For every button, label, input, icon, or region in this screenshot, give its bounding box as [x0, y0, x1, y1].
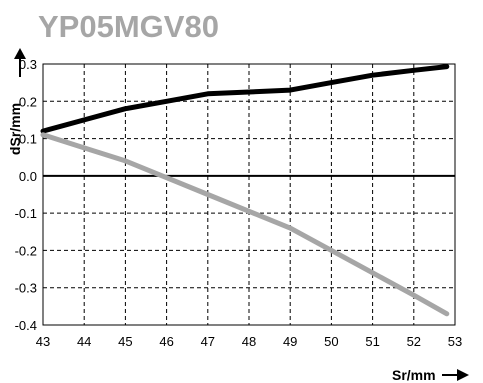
x-tick-label: 50: [324, 334, 338, 349]
x-tick-label: 44: [77, 334, 91, 349]
x-tick-label: 51: [365, 334, 379, 349]
series-line-2: [40, 132, 450, 317]
y-tick-label: 0.0: [19, 169, 37, 184]
x-tick-label: 52: [407, 334, 421, 349]
x-tick-label: 47: [201, 334, 215, 349]
x-tick-label: 53: [448, 334, 462, 349]
chart-title: YP05MGV80: [38, 9, 219, 44]
y-tick-label: 0.2: [19, 94, 37, 109]
y-tick-label: -0.2: [15, 243, 37, 258]
y-tick-label: 0.3: [19, 57, 37, 72]
x-tick-label: 48: [242, 334, 256, 349]
x-axis-label: Sr/mm: [392, 367, 436, 383]
y-tick-labels: 0.3 0.2 0.1 0.0 -0.1 -0.2 -0.3 -0.4: [15, 57, 37, 333]
y-tick-label: -0.1: [15, 206, 37, 221]
plot-frame: [42, 63, 456, 326]
series-line-1: [40, 64, 450, 134]
y-tick-label: 0.1: [19, 132, 37, 147]
y-axis-label: dSr/mm: [7, 103, 23, 155]
x-tick-label: 45: [118, 334, 132, 349]
series-group: [40, 64, 450, 317]
x-tick-label: 46: [159, 334, 173, 349]
y-tick-label: -0.3: [15, 281, 37, 296]
y-axis-arrow: [14, 48, 26, 77]
x-tick-label: 43: [36, 334, 50, 349]
x-tick-labels: 43 44 45 46 47 48 49 50 51 52 53: [36, 334, 462, 349]
x-tick-label: 49: [283, 334, 297, 349]
y-tick-label: -0.4: [15, 318, 37, 333]
x-axis-arrow: [442, 369, 469, 381]
plot-border: [42, 63, 456, 326]
